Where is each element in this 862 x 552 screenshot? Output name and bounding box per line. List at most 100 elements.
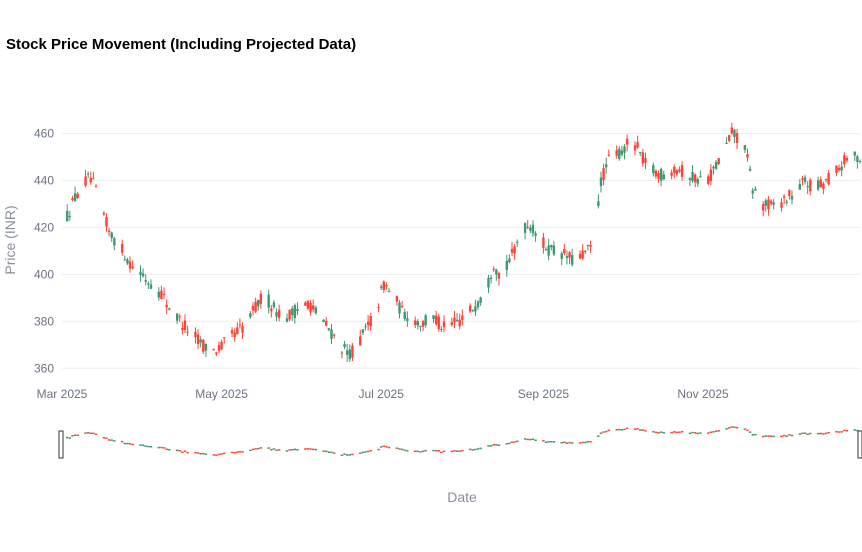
candle[interactable]	[835, 165, 838, 177]
candle[interactable]	[382, 280, 386, 293]
candle[interactable]	[727, 134, 731, 143]
candle[interactable]	[434, 310, 438, 326]
candle[interactable]	[306, 300, 310, 311]
candle[interactable]	[395, 295, 399, 306]
candle[interactable]	[840, 161, 843, 177]
candle[interactable]	[769, 199, 773, 206]
candle[interactable]	[387, 288, 391, 293]
candle[interactable]	[633, 141, 637, 156]
candle[interactable]	[149, 279, 153, 290]
candle[interactable]	[714, 159, 718, 170]
candle[interactable]	[236, 322, 239, 335]
candle[interactable]	[570, 248, 574, 267]
candle[interactable]	[361, 328, 365, 336]
candle[interactable]	[139, 265, 142, 282]
candle[interactable]	[442, 315, 446, 333]
candle[interactable]	[788, 189, 791, 200]
candle[interactable]	[489, 274, 493, 284]
candle[interactable]	[680, 161, 684, 181]
candle[interactable]	[377, 303, 380, 313]
candle[interactable]	[455, 312, 459, 323]
candle[interactable]	[251, 302, 255, 316]
candle[interactable]	[285, 313, 289, 323]
candle[interactable]	[369, 312, 372, 331]
candle[interactable]	[712, 165, 715, 175]
candle[interactable]	[453, 311, 456, 328]
candle[interactable]	[288, 309, 291, 322]
candlestick-series[interactable]	[66, 122, 862, 362]
candle[interactable]	[801, 175, 804, 186]
candle[interactable]	[529, 224, 532, 234]
range-slider-handle-left[interactable]	[58, 430, 64, 459]
candle[interactable]	[128, 256, 132, 273]
candle[interactable]	[416, 318, 420, 330]
candle[interactable]	[780, 198, 783, 212]
candle[interactable]	[678, 166, 681, 173]
candle[interactable]	[709, 164, 713, 186]
candle[interactable]	[168, 307, 171, 311]
candle[interactable]	[733, 129, 736, 144]
candle[interactable]	[803, 174, 807, 185]
candle[interactable]	[764, 198, 768, 212]
candle[interactable]	[272, 300, 276, 310]
candle[interactable]	[845, 155, 849, 163]
candle[interactable]	[586, 244, 590, 251]
candle[interactable]	[398, 300, 401, 319]
candle[interactable]	[819, 176, 822, 188]
candle[interactable]	[560, 251, 563, 266]
candle[interactable]	[696, 176, 699, 187]
candle[interactable]	[199, 336, 202, 348]
candle[interactable]	[181, 321, 184, 335]
candle[interactable]	[230, 327, 234, 338]
candle[interactable]	[330, 324, 333, 344]
candle[interactable]	[730, 122, 733, 135]
candle[interactable]	[204, 343, 208, 358]
candle[interactable]	[267, 289, 270, 314]
candle[interactable]	[474, 299, 477, 317]
candle[interactable]	[599, 171, 603, 193]
candle[interactable]	[639, 151, 642, 156]
candle[interactable]	[707, 174, 710, 186]
candle[interactable]	[92, 171, 95, 180]
candle[interactable]	[673, 164, 676, 179]
candle[interactable]	[505, 254, 508, 277]
candle[interactable]	[531, 220, 535, 237]
candle[interactable]	[94, 183, 98, 188]
candle[interactable]	[659, 167, 663, 187]
candle[interactable]	[68, 210, 72, 221]
candle[interactable]	[147, 281, 150, 289]
candle[interactable]	[432, 315, 435, 323]
candle[interactable]	[419, 325, 422, 332]
candle[interactable]	[675, 168, 679, 177]
candle[interactable]	[160, 285, 163, 300]
candle[interactable]	[385, 282, 388, 290]
candle[interactable]	[746, 148, 749, 162]
candle[interactable]	[858, 159, 862, 164]
candle[interactable]	[400, 300, 404, 309]
candle[interactable]	[581, 244, 584, 261]
candle[interactable]	[699, 170, 702, 178]
range-slider-handle-right[interactable]	[857, 430, 862, 459]
candle[interactable]	[196, 329, 200, 349]
range-slider-track[interactable]	[62, 424, 860, 460]
candle[interactable]	[578, 250, 582, 260]
candle[interactable]	[693, 173, 697, 188]
candle[interactable]	[508, 254, 511, 264]
candle[interactable]	[584, 250, 587, 254]
candle[interactable]	[856, 154, 859, 169]
candle[interactable]	[162, 287, 166, 300]
candle[interactable]	[615, 145, 618, 159]
candle[interactable]	[84, 170, 87, 188]
candle[interactable]	[110, 231, 113, 242]
candle[interactable]	[644, 152, 647, 169]
candle[interactable]	[113, 236, 116, 251]
candle[interactable]	[241, 322, 244, 339]
candle[interactable]	[314, 305, 317, 315]
candle[interactable]	[636, 135, 639, 149]
candle[interactable]	[785, 199, 788, 206]
candle[interactable]	[183, 314, 187, 334]
candle[interactable]	[534, 231, 537, 242]
candle[interactable]	[89, 171, 92, 185]
candle[interactable]	[403, 308, 406, 322]
